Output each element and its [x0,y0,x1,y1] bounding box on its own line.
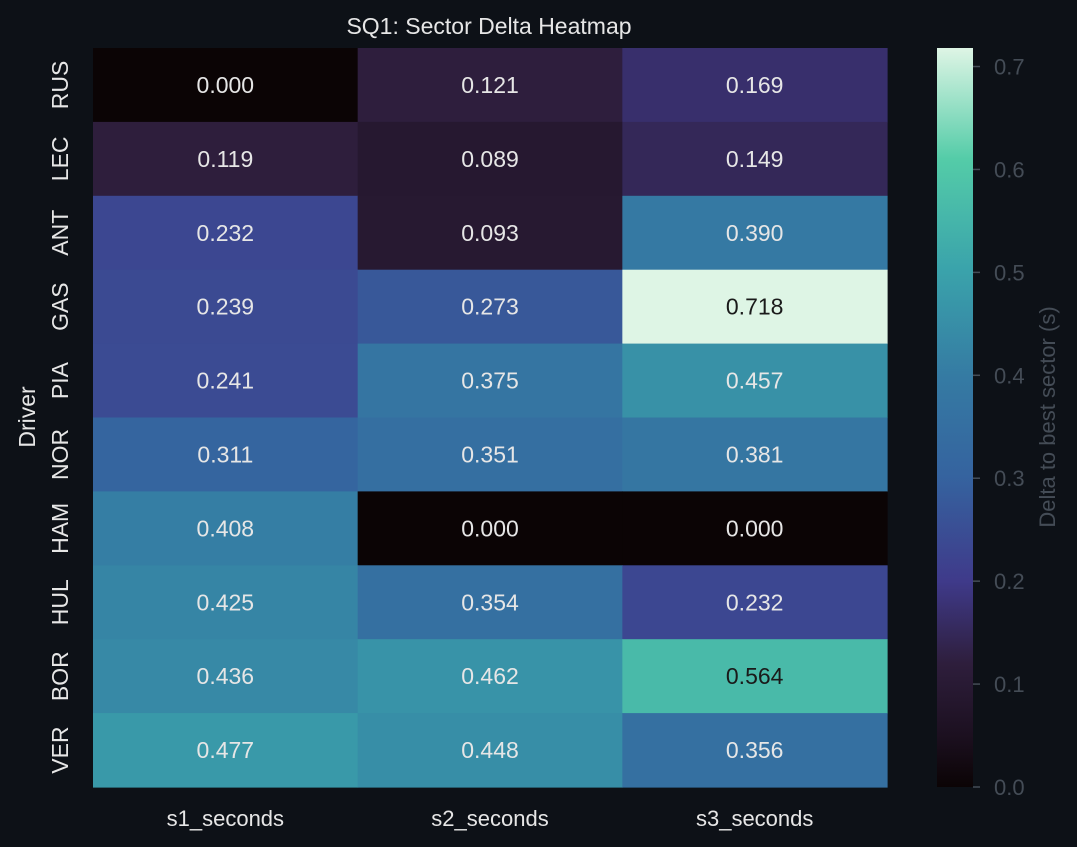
heatmap-cell [357,491,623,566]
colorbar-label: Delta to best sector (s) [1035,306,1060,527]
heatmap-cell-labels: 0.000 0.121 0.169 0.119 0.089 0.149 0.232 0.093… [197,72,784,763]
heatmap-cell [622,195,888,271]
cell-value-label: 0.000 [197,72,255,98]
cell-value-label: 0.119 [197,146,253,172]
cell-value-label: 0.273 [461,294,519,320]
colorbar-tick-label: 0.7 [994,55,1025,80]
colorbar-tick-label: 0.4 [994,363,1025,388]
cell-value-label: 0.311 [197,441,253,467]
heatmap-cell [622,491,888,566]
cell-value-label: 0.356 [726,737,784,763]
cell-value-label: 0.457 [726,368,784,394]
y-tick-label: BOR [47,651,73,701]
heatmap-cell [357,269,623,345]
cell-value-label: 0.232 [197,220,255,246]
x-tick-label: s1_seconds [167,806,284,831]
cell-value-label: 0.169 [726,72,784,98]
heatmap-cell [93,121,359,197]
y-axis-label: Driver [14,386,40,448]
heatmap-cell [357,121,623,197]
heatmap-cell [622,565,888,640]
heatmap-cell [93,343,359,419]
cell-value-label: 0.564 [726,663,784,689]
heatmap-cell [622,639,888,714]
cell-value-label: 0.425 [197,589,255,615]
heatmap-cell [622,121,888,197]
cell-value-label: 0.448 [461,737,519,763]
cell-value-label: 0.239 [197,294,255,320]
cell-value-label: 0.093 [461,220,519,246]
heatmap-cell [93,48,359,123]
cell-value-label: 0.000 [461,515,519,541]
y-tick-label: VER [47,726,73,773]
cell-value-label: 0.241 [197,368,255,394]
colorbar-ticks: 0.0 0.1 0.2 0.3 0.4 0.5 0.6 0.7 [973,55,1025,800]
heatmap-cell [93,417,359,492]
heatmap-cell [357,343,623,419]
chart-title: SQ1: Sector Delta Heatmap [346,13,631,39]
y-axis-tick-labels: RUS LEC ANT GAS PIA NOR HAM HUL BOR VER [47,61,73,774]
cell-value-label: 0.354 [461,589,519,615]
heatmap-cell [357,639,623,714]
x-tick-label: s3_seconds [696,806,813,831]
cell-value-label: 0.149 [726,146,784,172]
heatmap-cell [622,713,888,788]
heatmap-cell [357,195,623,271]
y-tick-label: GAS [47,282,73,331]
colorbar-tick-label: 0.6 [994,157,1025,182]
heatmap-cell [93,639,359,714]
y-tick-label: NOR [47,429,73,480]
cell-value-label: 0.462 [461,663,519,689]
x-tick-label: s2_seconds [431,806,548,831]
cell-value-label: 0.408 [197,515,255,541]
heatmap-cell [93,195,359,271]
x-axis-tick-labels: s1_seconds s2_seconds s3_seconds [167,806,814,831]
colorbar-tick-label: 0.5 [994,260,1025,285]
cell-value-label: 0.089 [461,146,519,172]
cell-value-label: 0.718 [726,294,784,320]
y-tick-label: ANT [47,210,73,256]
cell-value-label: 0.121 [461,72,519,98]
heatmap-cell [93,713,359,788]
y-tick-label: LEC [47,136,73,181]
heatmap-cell [357,417,623,492]
colorbar-tick-label: 0.1 [994,672,1025,697]
heatmap-cell [93,565,359,640]
heatmap-cell [622,343,888,419]
heatmap-cell [622,269,888,345]
colorbar-tick-label: 0.2 [994,569,1025,594]
heatmap-cell [357,48,623,123]
colorbar-tick-label: 0.0 [994,775,1025,800]
heatmap-cell [93,491,359,566]
colorbar-tick-label: 0.3 [994,466,1025,491]
heatmap-cell [93,269,359,345]
cell-value-label: 0.375 [461,368,519,394]
heatmap-cells [93,48,888,788]
heatmap-cell [622,417,888,492]
cell-value-label: 0.477 [197,737,255,763]
cell-value-label: 0.351 [461,441,519,467]
colorbar [937,48,973,787]
y-tick-label: HAM [47,503,73,554]
cell-value-label: 0.390 [726,220,784,246]
cell-value-label: 0.000 [726,515,784,541]
heatmap-cell [357,565,623,640]
heatmap-cell [622,48,888,123]
cell-value-label: 0.232 [726,589,784,615]
heatmap-cell [357,713,623,788]
y-tick-label: RUS [47,61,73,110]
cell-value-label: 0.381 [726,441,784,467]
y-tick-label: HUL [47,579,73,625]
y-tick-label: PIA [47,361,73,399]
cell-value-label: 0.436 [197,663,255,689]
